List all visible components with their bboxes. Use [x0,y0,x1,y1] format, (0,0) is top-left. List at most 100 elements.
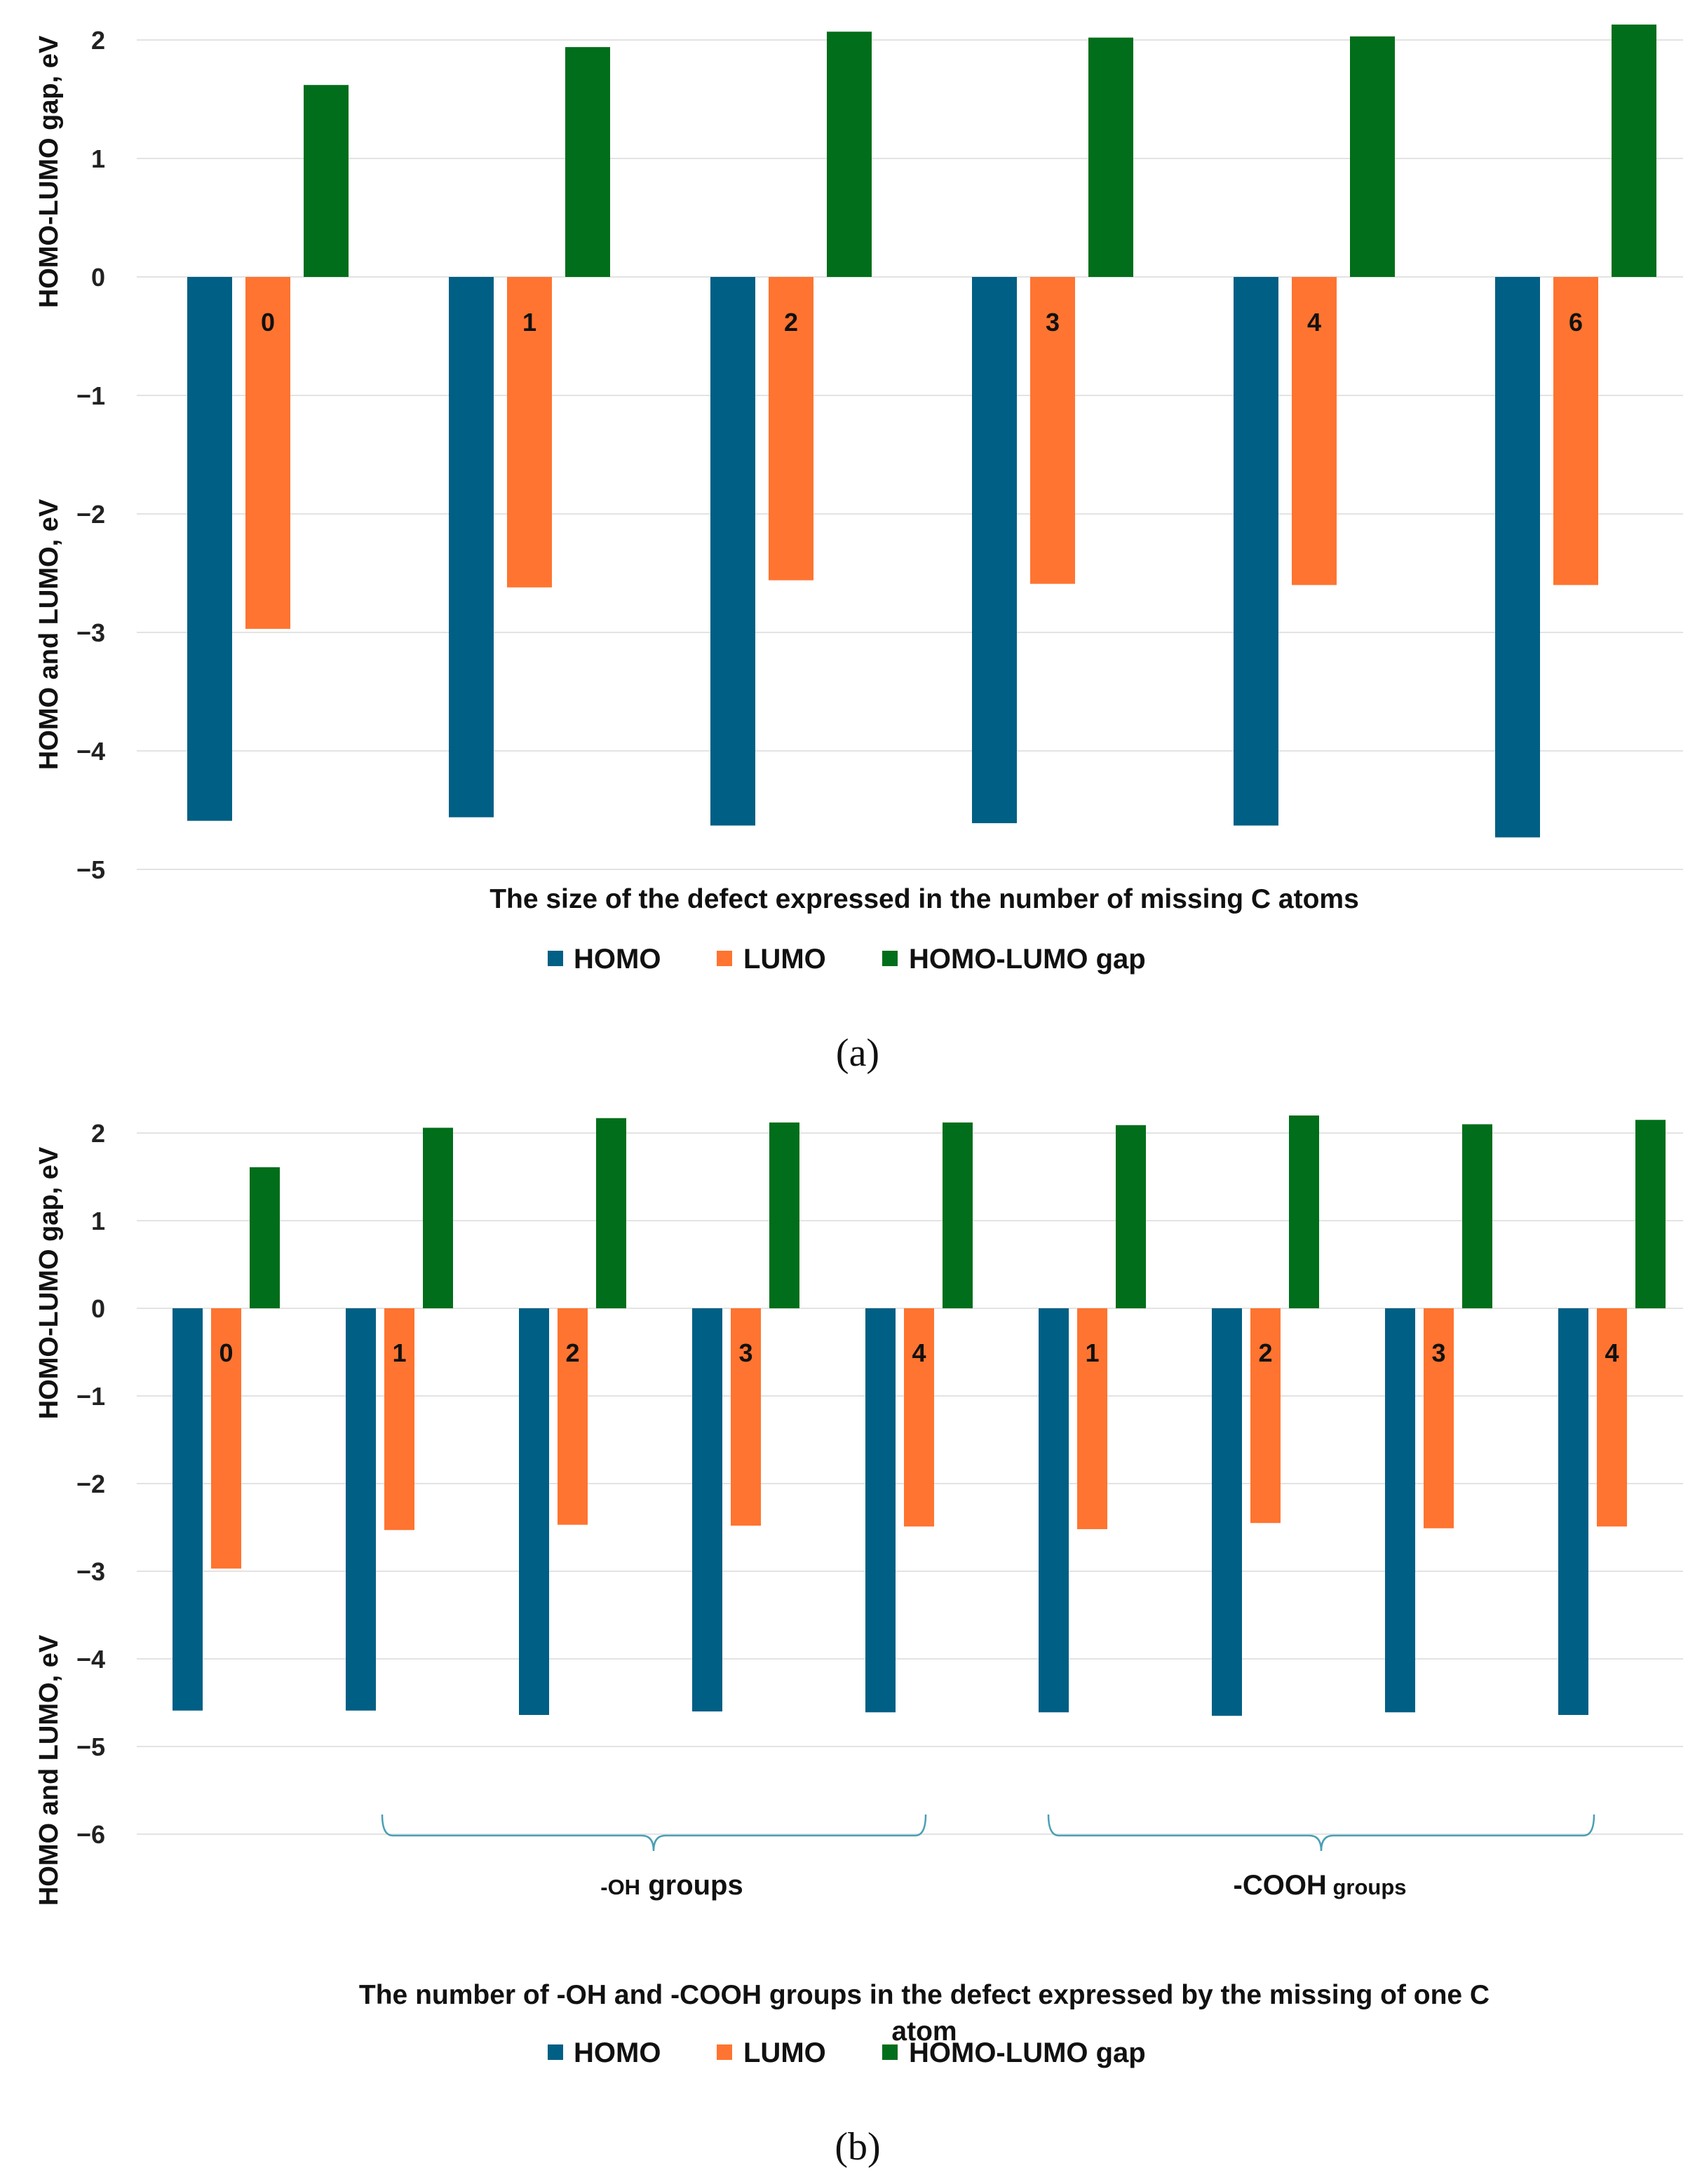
lumo-bar [507,277,552,588]
oh-group-brace [381,1814,927,1852]
gap-bar [1088,37,1133,278]
y-tick-label: 0 [91,263,105,292]
panel-a-legend: HOMO LUMO HOMO-LUMO gap [548,944,1146,975]
gap-bar [250,1167,280,1308]
homo-bar [692,1308,722,1711]
homo-bar [1212,1308,1242,1716]
panel-b-xlabel-line2: atom [891,2016,957,2047]
y-tick-label: −3 [76,618,105,647]
category-label: 2 [784,308,798,337]
legend-homo-swatch [548,951,563,966]
panel-a-ylabel-lower: HOMO and LUMO, eV [34,498,64,770]
y-tick-label: −4 [76,1645,105,1674]
y-tick-label: −2 [76,500,105,529]
y-tick-label: 0 [91,1294,105,1323]
category-label: 2 [1258,1338,1272,1367]
homo-bar [1558,1308,1588,1715]
y-tick-label: −5 [76,1732,105,1761]
homo-bar [187,277,232,821]
legend-homo-label: HOMO [574,2037,661,2068]
homo-bar [1495,277,1540,838]
panel-a-ylabel-upper: HOMO-LUMO gap, eV [34,35,64,308]
panel-b-chart: 2 1 0 −1 −2 −3 −4 −5 −6 0 1 2 3 4 1 2 3 4 HOMO-LUMO gap,… [34,1115,1683,2169]
category-label: 1 [1085,1338,1099,1367]
lumo-bar [1424,1308,1454,1528]
gap-bar [1462,1124,1492,1308]
category-label: 6 [1569,308,1583,337]
panel-a-caption: (a) [836,1031,879,1075]
y-tick-label: 2 [91,1119,105,1148]
category-label: 4 [1307,308,1321,337]
lumo-bar [1250,1308,1281,1524]
lumo-bar [1553,277,1598,585]
panel-b-ylabel-upper: HOMO-LUMO gap, eV [34,1146,64,1419]
legend-lumo-swatch [717,2044,732,2060]
category-label: 1 [392,1338,406,1367]
category-label: 3 [738,1338,752,1367]
legend-gap-swatch [882,951,898,966]
y-tick-label: −4 [76,737,105,766]
legend-homo-label: HOMO [574,944,661,975]
lumo-bar [211,1308,241,1569]
gap-bar [1289,1115,1319,1308]
homo-bar [710,277,755,826]
cooh-group-suffix: groups [1327,1875,1407,1899]
oh-group-label: -OH groups [600,1870,743,1901]
panel-b-legend: HOMO LUMO HOMO-LUMO gap [548,2037,1146,2068]
cooh-group-prefix: -COOH [1234,1870,1327,1901]
y-tick-label: 2 [91,26,105,55]
gap-bar [304,85,349,277]
legend-homo-swatch [548,2044,563,2060]
lumo-bar [1597,1308,1627,1527]
lumo-bar [731,1308,761,1526]
gap-bar [1116,1125,1146,1308]
category-label: 4 [1605,1338,1619,1367]
category-label: 0 [219,1338,233,1367]
lumo-bar [769,277,813,581]
lumo-bar [558,1308,588,1525]
cooh-group-brace [1047,1814,1595,1852]
gap-bar [827,32,872,278]
lumo-bar [904,1308,934,1527]
homo-bar [1039,1308,1069,1713]
gap-bar [943,1122,973,1308]
homo-bar [346,1308,376,1711]
y-tick-label: −5 [76,855,105,884]
homo-bar [173,1308,203,1711]
cooh-group-label: -COOH groups [1234,1870,1407,1901]
category-label: 3 [1046,308,1060,337]
y-tick-label: 1 [91,144,105,173]
category-label: 2 [565,1338,579,1367]
panel-b-xlabel-line1: The number of -OH and -COOH groups in th… [359,1980,1490,2010]
lumo-bar [384,1308,414,1531]
y-tick-label: −6 [76,1820,105,1849]
lumo-bar [1077,1308,1107,1529]
legend-lumo-swatch [717,951,732,966]
lumo-bar [1292,277,1337,585]
gap-bar [1635,1120,1666,1308]
category-label: 3 [1431,1338,1445,1367]
oh-group-suffix: groups [640,1870,743,1901]
gap-bar [423,1127,453,1308]
gap-bar [596,1118,626,1308]
lumo-bar [245,277,290,629]
y-tick-label: −1 [76,1382,105,1411]
homo-bar [972,277,1017,824]
legend-gap-label: HOMO-LUMO gap [909,944,1146,975]
panel-b-caption: (b) [835,2125,880,2169]
legend-lumo-label: LUMO [743,2037,826,2068]
gap-bar [769,1122,799,1308]
panel-a-xlabel: The size of the defect expressed in the … [489,884,1359,914]
panel-a-chart: 2 1 0 −1 −2 −3 −4 −5 0 1 2 3 4 6 HOMO-LUMO gap, eV H… [34,25,1683,1075]
y-tick-label: −2 [76,1470,105,1498]
y-tick-label: −1 [76,381,105,410]
category-label: 0 [261,308,275,337]
homo-bar [1234,277,1278,826]
homo-bar [865,1308,896,1713]
panel-b-ylabel-lower: HOMO and LUMO, eV [34,1634,64,1906]
category-label: 4 [912,1338,926,1367]
y-tick-label: 1 [91,1207,105,1235]
legend-gap-swatch [882,2044,898,2060]
oh-group-prefix: -OH [600,1875,640,1899]
